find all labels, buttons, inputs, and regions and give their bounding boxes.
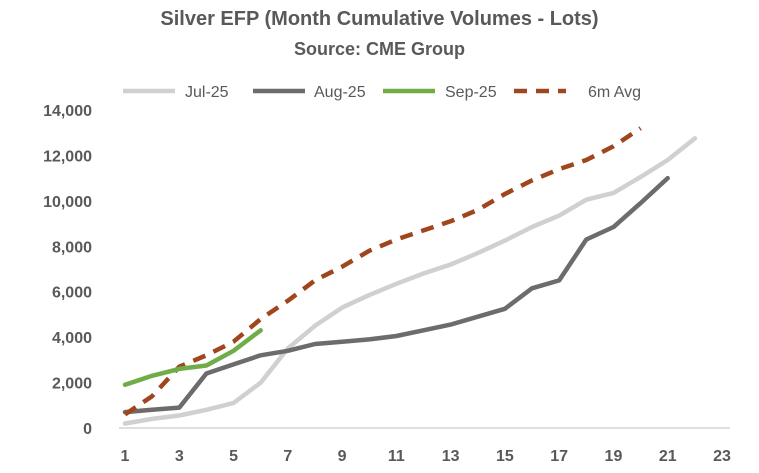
x-tick-label: 11 <box>388 448 405 465</box>
series-line-jul-25 <box>122 136 698 426</box>
x-tick-label: 15 <box>496 448 514 465</box>
x-tick-label: 13 <box>442 448 460 465</box>
x-tick-label: 9 <box>338 448 347 465</box>
y-tick-label: 4,000 <box>52 330 92 347</box>
y-tick-label: 6,000 <box>52 285 92 302</box>
legend: Jul-25 Aug-25 Sep-25 6m Avg <box>123 84 641 101</box>
legend-label: Aug-25 <box>314 84 366 101</box>
x-tick-label: 5 <box>229 448 238 465</box>
x-tick-label: 23 <box>713 448 731 465</box>
x-tick-label: 17 <box>550 448 568 465</box>
y-tick-label: 14,000 <box>43 103 92 120</box>
y-tick-label: 2,000 <box>52 376 92 393</box>
series-layer <box>122 126 698 426</box>
x-tick-label: 3 <box>175 448 184 465</box>
series-line-sep-25 <box>122 328 263 388</box>
legend-label: Sep-25 <box>445 84 497 101</box>
x-tick-label: 19 <box>605 448 623 465</box>
series-line-aug-25 <box>122 175 670 415</box>
legend-label: Jul-25 <box>185 84 229 101</box>
y-tick-label: 8,000 <box>52 239 92 256</box>
x-tick-label: 1 <box>121 448 130 465</box>
chart-title: Silver EFP (Month Cumulative Volumes - L… <box>160 8 599 30</box>
y-tick-label: 10,000 <box>43 194 92 211</box>
chart-subtitle: Source: CME Group <box>293 39 465 59</box>
y-tick-label: 0 <box>83 421 92 438</box>
y-tick-label: 12,000 <box>43 148 92 165</box>
x-tick-label: 21 <box>659 448 677 465</box>
axes: 0 2,000 4,000 6,000 8,000 10,000 12,000 14,000 1… <box>43 103 731 465</box>
legend-label: 6m Avg <box>588 84 641 101</box>
series-line-6m-avg <box>123 126 642 417</box>
x-tick-label: 7 <box>283 448 292 465</box>
